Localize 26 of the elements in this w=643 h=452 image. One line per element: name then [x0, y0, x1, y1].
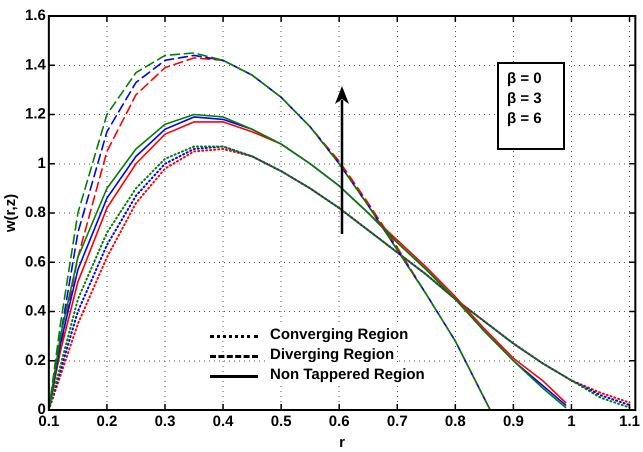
annotation: β = 3 [505, 90, 544, 108]
x-tick-label: 0.8 [444, 413, 466, 430]
x-tick-label: 0.9 [502, 413, 524, 430]
x-tick-label: 1 [567, 413, 576, 430]
annotation: β = 0 [505, 70, 544, 88]
y-tick-label: 1.6 [24, 7, 46, 24]
annotation: Non Tappered Region [268, 366, 427, 384]
annotation: Diverging Region [268, 346, 396, 364]
y-tick-label: 0.6 [24, 253, 46, 270]
y-axis-title: w(r,z) [2, 194, 20, 234]
x-axis-title: r [339, 434, 346, 452]
y-tick-label: 1 [38, 154, 46, 172]
annotation: Converging Region [268, 326, 410, 344]
y-tick-label: 0.4 [24, 302, 46, 320]
x-tick-label: 0.2 [96, 413, 118, 430]
x-tick-label: 0.7 [386, 413, 408, 430]
x-tick-label: 0.5 [270, 413, 292, 430]
annotation: β = 6 [505, 110, 544, 128]
x-tick-label: 0.3 [154, 413, 176, 430]
x-tick-label: 0.4 [212, 413, 234, 430]
y-tick-label: 1.2 [24, 106, 46, 123]
y-tick-label: 0.2 [24, 352, 46, 369]
y-tick-label: 0.8 [24, 204, 46, 222]
x-tick-label: 0.6 [328, 413, 350, 430]
x-tick-label: 1.1 [619, 413, 640, 430]
y-tick-label: 1.4 [24, 56, 46, 74]
